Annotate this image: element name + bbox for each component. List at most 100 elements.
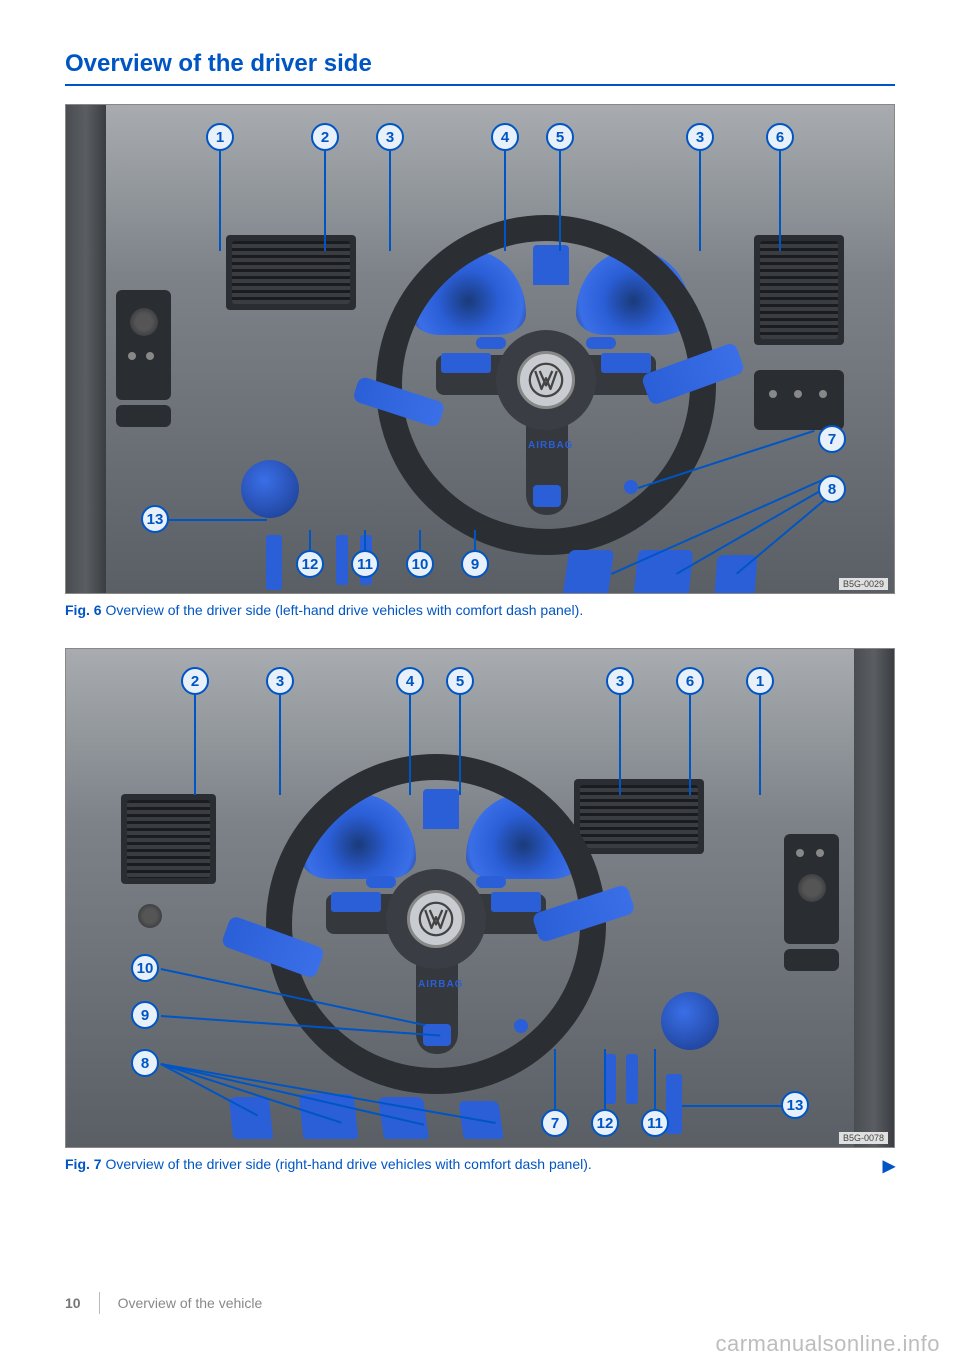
vent-lines [232, 241, 350, 304]
wheel-buttons-left-hl [441, 353, 491, 373]
fig-label: Fig. 7 [65, 1156, 102, 1172]
leader-line [324, 151, 326, 251]
light-switch-hl [661, 992, 719, 1050]
paddle-left-hl [476, 337, 506, 349]
paddle-right-hl [476, 876, 506, 888]
page-footer: 10 Overview of the vehicle [65, 1292, 895, 1314]
btn-dot [819, 390, 827, 398]
leader-line [699, 151, 701, 251]
callout-3: 3 [266, 667, 294, 695]
leader-line [619, 695, 621, 795]
callout-9: 9 [131, 1001, 159, 1029]
callout-12: 12 [296, 550, 324, 578]
figure-7-caption: Fig. 7 Overview of the driver side (righ… [65, 1156, 895, 1172]
lever-11-hl [626, 1054, 638, 1104]
callout-2: 2 [181, 667, 209, 695]
footer-section-title: Overview of the vehicle [118, 1295, 263, 1311]
leader-line [194, 695, 196, 795]
callout-6: 6 [766, 123, 794, 151]
leader-line [459, 695, 461, 795]
btn-dot [128, 352, 136, 360]
ignition-hl [514, 1019, 528, 1033]
leader-line [504, 151, 506, 251]
vw-logo-icon [407, 890, 465, 948]
leader-line [419, 530, 421, 550]
light-switch-hl [241, 460, 299, 518]
fig-label: Fig. 6 [65, 602, 102, 618]
leader-line [682, 1105, 782, 1107]
leader-line [389, 151, 391, 251]
air-vent-left [226, 235, 356, 310]
paddle-right-hl [586, 337, 616, 349]
lever-12-hl [336, 535, 348, 585]
fig-caption-text: Overview of the driver side (left-hand d… [105, 602, 583, 618]
leader-line [219, 151, 221, 251]
callout-2: 2 [311, 123, 339, 151]
callout-7: 7 [541, 1109, 569, 1137]
callout-3: 3 [606, 667, 634, 695]
air-vent-right [754, 235, 844, 345]
air-vent-right [574, 779, 704, 854]
btn-dot [794, 390, 802, 398]
fig-caption-text: Overview of the driver side (right-hand … [105, 1156, 591, 1172]
callout-13: 13 [781, 1091, 809, 1119]
leader-line [604, 1049, 606, 1109]
lower-wheel-hl [533, 485, 561, 507]
btn-dot [769, 390, 777, 398]
callout-5: 5 [546, 123, 574, 151]
pillar-left [66, 105, 106, 593]
leader-line [169, 519, 267, 521]
btn-dot [796, 849, 804, 857]
callout-8: 8 [818, 475, 846, 503]
callout-4: 4 [491, 123, 519, 151]
figure-7: AIRBAG 13 B5G-0078 2345361109871211 [65, 648, 895, 1148]
pedal-1 [563, 550, 614, 594]
paddle-left-hl [366, 876, 396, 888]
figure-code: B5G-0029 [839, 578, 888, 590]
wheel-buttons-right-hl [491, 892, 541, 912]
dial-icon [130, 308, 158, 336]
lever-13-hl [266, 535, 282, 590]
leader-line [409, 695, 411, 795]
callout-11: 11 [351, 550, 379, 578]
dial-icon [138, 904, 162, 928]
airbag-label: AIRBAG [528, 440, 573, 451]
callout-10: 10 [131, 954, 159, 982]
leader-line [654, 1049, 656, 1109]
right-switch-panel [754, 370, 844, 430]
btn-dot [816, 849, 824, 857]
callout-11: 11 [641, 1109, 669, 1137]
wheel-hub [496, 330, 596, 430]
callout-6: 6 [676, 667, 704, 695]
callout-13: 13 [141, 505, 169, 533]
leader-line [474, 530, 476, 550]
callout-1: 1 [206, 123, 234, 151]
watermark: carmanualsonline.info [715, 1331, 940, 1357]
vent-lines [580, 785, 698, 848]
right-control-panel [784, 834, 839, 944]
page-number: 10 [65, 1295, 81, 1311]
continue-arrow-icon: ▶ [883, 1156, 895, 1176]
callout-5: 5 [446, 667, 474, 695]
left-control-panel [116, 290, 171, 400]
leader-line [554, 1049, 556, 1109]
callout-9: 9 [461, 550, 489, 578]
callout-8: 8 [131, 1049, 159, 1077]
leader-line [759, 695, 761, 795]
ignition-hl [624, 480, 638, 494]
leader-line [779, 151, 781, 251]
wheel-buttons-right-hl [601, 353, 651, 373]
leader-line [279, 695, 281, 795]
btn-dot [146, 352, 154, 360]
leader-line [559, 151, 561, 251]
callout-10: 10 [406, 550, 434, 578]
airbag-label: AIRBAG [418, 979, 463, 990]
pillar-right [854, 649, 894, 1147]
left-switch-panel [116, 405, 171, 427]
leader-line [309, 530, 311, 550]
footer-divider [99, 1292, 100, 1314]
figure-6: AIRBAG 13 B5G-0029 1234536121110978 [65, 104, 895, 594]
vw-logo-icon [517, 351, 575, 409]
callout-12: 12 [591, 1109, 619, 1137]
dial-icon [798, 874, 826, 902]
